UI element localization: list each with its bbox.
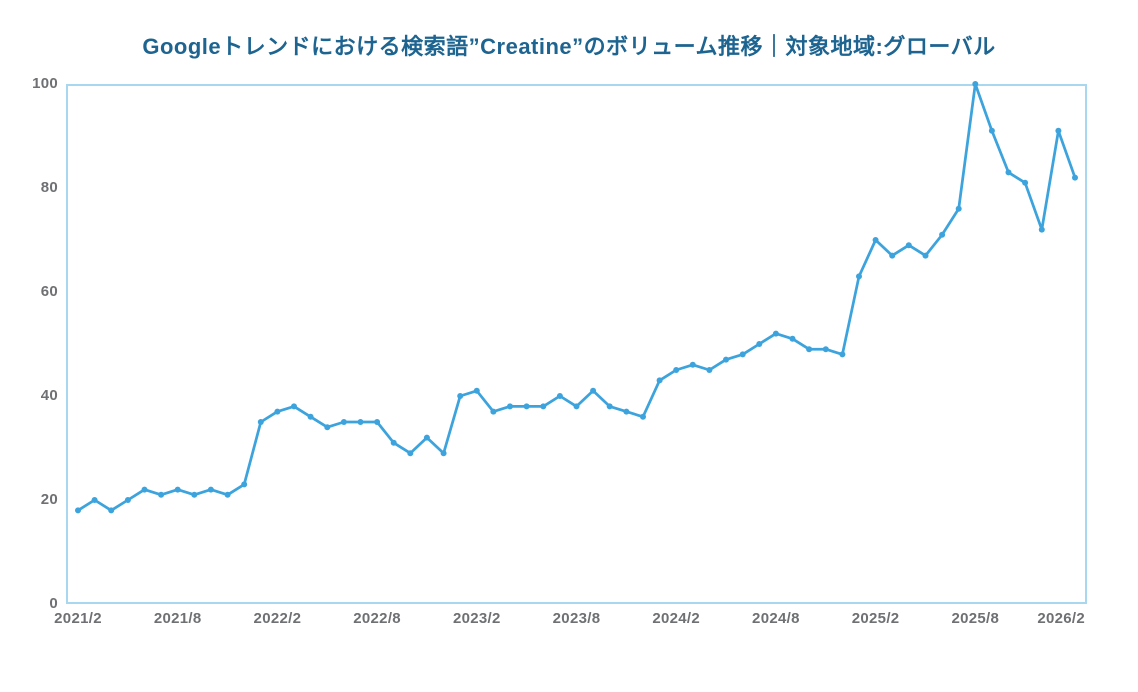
data-point xyxy=(789,335,796,342)
plot-border xyxy=(66,84,1087,604)
data-point xyxy=(390,439,397,446)
data-point xyxy=(939,231,946,238)
data-point xyxy=(307,413,314,420)
data-point xyxy=(856,273,862,280)
data-point xyxy=(1005,169,1012,176)
x-tick-label: 2025/2 xyxy=(851,610,900,627)
data-point xyxy=(1072,174,1078,181)
data-point xyxy=(357,419,364,425)
data-point xyxy=(839,351,846,358)
data-point xyxy=(91,497,98,503)
data-point xyxy=(457,393,464,399)
data-point xyxy=(640,413,646,420)
x-tick-label: 2025/8 xyxy=(951,610,1000,627)
data-point xyxy=(291,403,297,410)
data-point xyxy=(440,450,447,457)
data-point xyxy=(590,387,597,394)
data-point xyxy=(174,486,181,493)
data-point xyxy=(656,377,663,384)
x-tick-label: 2023/8 xyxy=(552,610,601,627)
data-point xyxy=(158,491,165,498)
data-point xyxy=(772,330,779,337)
data-point xyxy=(224,491,231,498)
line-chart-svg xyxy=(66,81,1087,604)
x-tick-label: 2021/2 xyxy=(54,610,102,627)
chart-title: Googleトレンドにおける検索語”Creatine”のボリューム推移｜対象地域… xyxy=(142,34,996,59)
data-point xyxy=(324,424,331,431)
data-point xyxy=(207,486,214,493)
data-point xyxy=(540,403,547,410)
data-point xyxy=(374,419,381,425)
data-point xyxy=(689,361,696,368)
data-point xyxy=(257,419,264,425)
y-tick-label: 80 xyxy=(40,179,58,196)
data-point xyxy=(739,351,746,358)
data-point xyxy=(423,434,430,441)
data-point xyxy=(806,346,813,353)
x-tick-label: 2021/8 xyxy=(153,610,202,627)
data-point xyxy=(1022,179,1029,186)
x-tick-label: 2022/8 xyxy=(353,610,401,627)
data-point xyxy=(955,205,962,212)
x-tick-label: 2022/2 xyxy=(253,610,302,627)
y-tick-label: 60 xyxy=(40,283,58,300)
data-point xyxy=(556,393,563,399)
data-point xyxy=(673,367,680,373)
data-point xyxy=(124,497,131,503)
y-tick-label: 0 xyxy=(49,595,58,612)
data-point xyxy=(274,408,281,415)
data-point xyxy=(490,408,497,415)
data-point xyxy=(340,419,347,425)
y-tick-label: 20 xyxy=(40,491,58,508)
data-point xyxy=(473,387,480,394)
data-point xyxy=(141,486,148,493)
trend-line xyxy=(76,82,1077,512)
data-point xyxy=(507,403,513,410)
data-point xyxy=(191,491,198,498)
data-point xyxy=(606,403,613,410)
y-tick-label: 100 xyxy=(32,75,58,92)
data-point xyxy=(723,356,729,363)
y-tick-label: 40 xyxy=(40,387,58,404)
data-point xyxy=(905,242,912,249)
data-point xyxy=(407,450,414,457)
data-point xyxy=(573,403,580,410)
data-point xyxy=(872,237,879,243)
data-point xyxy=(1055,127,1062,134)
data-point xyxy=(523,403,530,410)
data-point xyxy=(75,507,81,514)
data-point xyxy=(822,346,829,353)
x-tick-label: 2024/2 xyxy=(652,610,701,627)
data-point xyxy=(108,507,115,514)
x-tick-label: 2024/8 xyxy=(752,610,800,627)
data-point xyxy=(988,127,995,134)
data-point xyxy=(706,367,713,373)
x-tick-label: 2023/2 xyxy=(452,610,501,627)
data-point xyxy=(756,341,763,347)
data-point xyxy=(922,252,929,259)
plot-area xyxy=(66,81,1087,604)
data-point xyxy=(972,81,979,87)
data-point xyxy=(1038,226,1045,233)
data-point xyxy=(241,481,248,488)
data-point xyxy=(889,252,896,259)
data-point xyxy=(623,408,630,415)
x-tick-label: 2026/2 xyxy=(1037,610,1085,627)
